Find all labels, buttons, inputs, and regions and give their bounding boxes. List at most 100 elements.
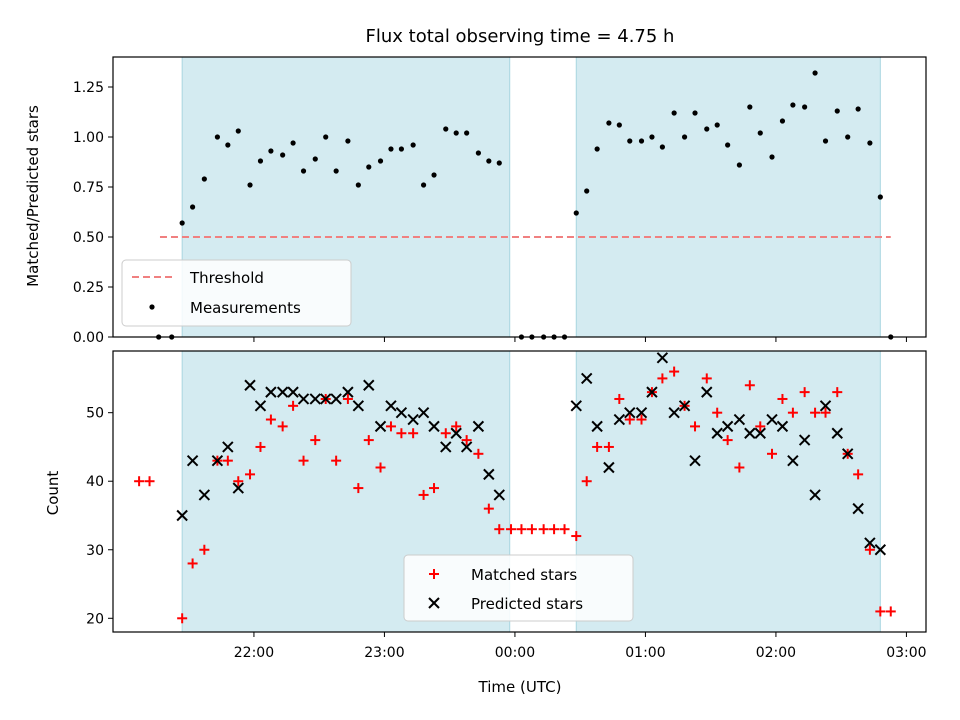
x-marker-b xyxy=(613,413,626,426)
measurement-point xyxy=(790,102,796,108)
predicted-star-point xyxy=(395,406,408,419)
x-marker-b xyxy=(864,537,876,549)
matched-star-point xyxy=(722,435,733,446)
predicted-star-point xyxy=(766,413,778,426)
predicted-star-point xyxy=(352,400,365,412)
matched-star-point xyxy=(777,393,788,404)
measurement-point xyxy=(779,118,786,124)
matched-star-point xyxy=(233,476,244,487)
x-marker-b xyxy=(342,386,354,398)
matched-star-point xyxy=(538,524,549,535)
matched-star-point xyxy=(592,441,603,452)
x-marker-b xyxy=(603,461,615,474)
predicted-star-point xyxy=(176,509,188,522)
top-legend: Threshold Measurements xyxy=(121,259,352,327)
top-y-axis-label: Matched/Predicted stars xyxy=(24,105,42,287)
x-marker-b xyxy=(787,454,799,467)
matched-star-point xyxy=(363,435,374,446)
matched-star-point xyxy=(559,524,570,535)
measurement-point xyxy=(573,210,579,216)
y-tick-label: 1.25 xyxy=(73,80,104,96)
x-marker-b xyxy=(744,427,756,439)
matched-star-point xyxy=(451,421,462,432)
matched-star-point xyxy=(810,407,821,418)
measurement-point xyxy=(877,194,883,200)
x-marker-b xyxy=(809,489,821,501)
predicted-star-point xyxy=(265,386,277,398)
x-marker-b xyxy=(766,413,778,426)
predicted-star-point xyxy=(819,400,832,412)
measurement-point xyxy=(280,152,286,158)
matched-star-point xyxy=(134,476,145,487)
matched-star-point xyxy=(310,435,321,446)
x-marker-b xyxy=(297,393,310,405)
x-marker-b xyxy=(309,393,321,405)
measurement-point xyxy=(714,122,720,128)
predicted-star-point xyxy=(754,427,766,439)
matched-star-point xyxy=(255,441,266,452)
measurement-point xyxy=(496,160,502,166)
predicted-star-point xyxy=(222,441,234,453)
predicted-star-point xyxy=(733,413,746,426)
measurement-point xyxy=(671,110,677,116)
predicted-star-point xyxy=(701,386,713,398)
legend-matched-label: Matched stars xyxy=(471,566,577,584)
matched-star-point xyxy=(657,373,668,384)
matched-star-point xyxy=(875,606,886,617)
predicted-star-point xyxy=(483,468,495,481)
x-marker-b xyxy=(580,372,593,385)
legend-predicted-label: Predicted stars xyxy=(471,595,583,613)
matched-star-point xyxy=(712,407,723,418)
matched-star-point xyxy=(429,483,440,494)
predicted-star-point xyxy=(744,427,756,439)
y-tick-label: 50 xyxy=(86,406,104,422)
predicted-star-point xyxy=(776,420,789,433)
predicted-star-point xyxy=(668,406,680,419)
measurement-point xyxy=(725,142,731,148)
y-tick-label: 20 xyxy=(86,611,104,627)
x-marker-b xyxy=(831,427,843,439)
legend-frame xyxy=(121,259,352,327)
matched-star-point xyxy=(396,428,407,439)
predicted-star-point xyxy=(787,454,799,467)
x-marker-b xyxy=(591,420,603,433)
x-marker-b xyxy=(440,441,452,453)
matched-star-point xyxy=(408,428,419,439)
predicted-star-point xyxy=(852,502,864,515)
x-marker-b xyxy=(483,468,495,481)
measurement-point xyxy=(268,148,274,154)
x-marker-b xyxy=(198,489,211,501)
measurement-point xyxy=(584,188,590,194)
x-marker-b xyxy=(385,400,397,412)
y-tick-label: 1.00 xyxy=(73,130,104,146)
legend-measurement-label: Measurements xyxy=(190,299,301,317)
measurement-point xyxy=(290,140,296,146)
x-marker-b xyxy=(624,406,636,419)
x-marker-b xyxy=(701,386,713,398)
x-tick-label: 02:00 xyxy=(756,645,796,661)
matched-star-point xyxy=(483,503,494,514)
measurement-point xyxy=(867,140,873,146)
y-tick-label: 0.00 xyxy=(73,330,104,346)
x-tick-label: 00:00 xyxy=(495,645,535,661)
predicted-star-point xyxy=(244,379,256,391)
predicted-star-point xyxy=(363,379,375,391)
predicted-star-point xyxy=(613,413,626,426)
measurement-point xyxy=(747,104,753,110)
x-marker-b xyxy=(819,400,832,412)
axes-frame xyxy=(112,350,927,633)
predicted-star-point xyxy=(678,400,691,412)
matched-star-point xyxy=(187,558,198,569)
predicted-star-point xyxy=(711,427,723,439)
y-tick-label: 0.25 xyxy=(73,280,104,296)
legend-x-b xyxy=(428,597,440,609)
x-marker-b xyxy=(635,406,648,419)
predicted-star-point xyxy=(440,441,452,453)
matched-star-point xyxy=(799,387,810,398)
x-marker-b xyxy=(254,400,267,412)
matched-star-point xyxy=(473,448,484,459)
predicted-star-point xyxy=(276,386,289,398)
legend-measurement-swatch xyxy=(149,304,155,310)
matched-star-point xyxy=(526,524,537,535)
x-marker-b xyxy=(852,502,864,515)
